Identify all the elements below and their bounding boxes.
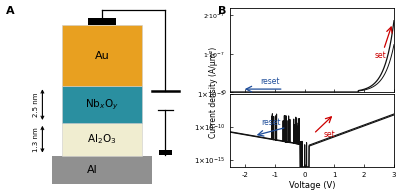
Text: B: B [218,6,226,16]
Text: Al$_2$O$_3$: Al$_2$O$_3$ [87,132,116,146]
Text: Au: Au [94,51,109,61]
Text: 2.5 nm: 2.5 nm [32,92,38,117]
Bar [158,150,172,155]
Bar [62,25,142,86]
X-axis label: Voltage (V): Voltage (V) [289,181,335,190]
Text: 1.3 nm: 1.3 nm [32,127,38,151]
Text: A: A [6,6,14,16]
Text: Current density (A/μm²): Current density (A/μm²) [210,46,218,138]
Text: Nb$_x$O$_y$: Nb$_x$O$_y$ [85,98,119,112]
Bar [62,123,142,156]
Text: set: set [324,130,336,138]
Text: reset: reset [260,77,279,86]
Text: set: set [375,51,386,60]
Text: Al: Al [87,165,98,175]
Bar [62,86,142,123]
Bar [52,156,152,184]
Text: reset: reset [261,118,281,127]
Bar [88,18,116,25]
